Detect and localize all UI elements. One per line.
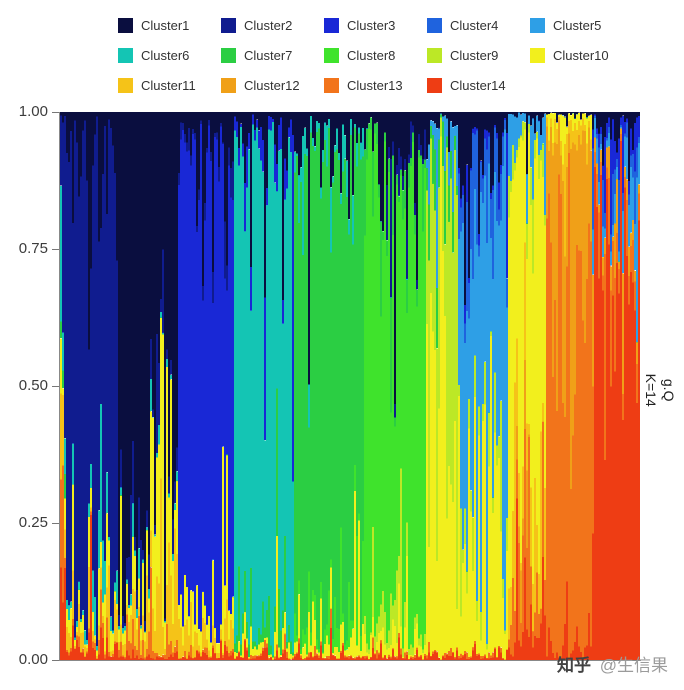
legend-swatch [324, 77, 339, 93]
legend-swatch [427, 77, 442, 93]
y-tick-mark [52, 385, 60, 387]
legend-label: Cluster7 [244, 47, 293, 63]
plot-area [60, 112, 640, 660]
y-tick-mark [52, 111, 60, 113]
legend-row: Cluster1 Cluster2 Cluster3 Cluster4 Cluster5 [118, 16, 633, 34]
legend-swatch [118, 17, 133, 33]
legend-item: Cluster7 [221, 46, 324, 64]
legend-item: Cluster5 [530, 16, 633, 34]
legend-item: Cluster10 [530, 46, 633, 64]
legend-label: Cluster13 [347, 77, 403, 93]
legend-label: Cluster12 [244, 77, 300, 93]
legend-item: Cluster13 [324, 76, 427, 94]
legend-swatch [530, 47, 545, 63]
legend-row: Cluster6 Cluster7 Cluster8 Cluster9 Cluster1… [118, 46, 633, 64]
legend-label: Cluster9 [450, 47, 499, 63]
legend-label: Cluster8 [347, 47, 396, 63]
y-tick-label: 0.25 [18, 514, 48, 531]
y-axis-line [59, 112, 60, 661]
x-axis-line [59, 660, 641, 661]
legend-swatch [324, 47, 339, 63]
legend-label: Cluster6 [141, 47, 190, 63]
legend-swatch [221, 77, 236, 93]
legend-item: Cluster3 [324, 16, 427, 34]
legend-item: Cluster9 [427, 46, 530, 64]
y-tick-mark [52, 248, 60, 250]
legend-item: Cluster12 [221, 76, 324, 94]
legend-label: Cluster11 [141, 77, 196, 93]
legend-item: Cluster1 [118, 16, 221, 34]
legend-row: Cluster11 Cluster12 Cluster13 Cluster14 [118, 76, 633, 94]
right-strip-label: g.Q K=14 [642, 362, 678, 418]
watermark-brand: 知乎 [557, 656, 591, 675]
legend-item: Cluster11 [118, 76, 221, 94]
right-strip-label-line1: g.Q [661, 378, 678, 402]
legend-label: Cluster4 [450, 17, 499, 33]
y-tick-mark [52, 659, 60, 661]
watermark-handle: @生信果 [599, 656, 668, 675]
legend-swatch [118, 47, 133, 63]
legend-item: Cluster4 [427, 16, 530, 34]
y-tick-label: 0.50 [18, 377, 48, 394]
legend-swatch [427, 17, 442, 33]
admixture-stacked-bars [60, 112, 640, 660]
legend-swatch [530, 17, 545, 33]
legend-label: Cluster5 [553, 17, 602, 33]
legend-item: Cluster14 [427, 76, 530, 94]
legend-label: Cluster1 [141, 17, 190, 33]
legend-swatch [221, 47, 236, 63]
legend-swatch [221, 17, 236, 33]
y-tick-label: 0.00 [18, 651, 48, 668]
legend-swatch [118, 77, 133, 93]
y-tick-label: 1.00 [18, 103, 48, 120]
legend-swatch [427, 47, 442, 63]
legend-item: Cluster2 [221, 16, 324, 34]
legend-label: Cluster10 [553, 47, 609, 63]
legend-label: Cluster2 [244, 17, 293, 33]
legend-item: Cluster6 [118, 46, 221, 64]
watermark: 知乎 @生信果 [557, 651, 668, 676]
legend-label: Cluster14 [450, 77, 506, 93]
legend-label: Cluster3 [347, 17, 396, 33]
legend-swatch [324, 17, 339, 33]
legend-item: Cluster8 [324, 46, 427, 64]
y-tick-label: 0.75 [18, 240, 48, 257]
right-strip-label-line2: K=14 [643, 373, 659, 407]
y-tick-mark [52, 522, 60, 524]
cluster-legend: Cluster1 Cluster2 Cluster3 Cluster4 Cluster5… [118, 16, 633, 94]
